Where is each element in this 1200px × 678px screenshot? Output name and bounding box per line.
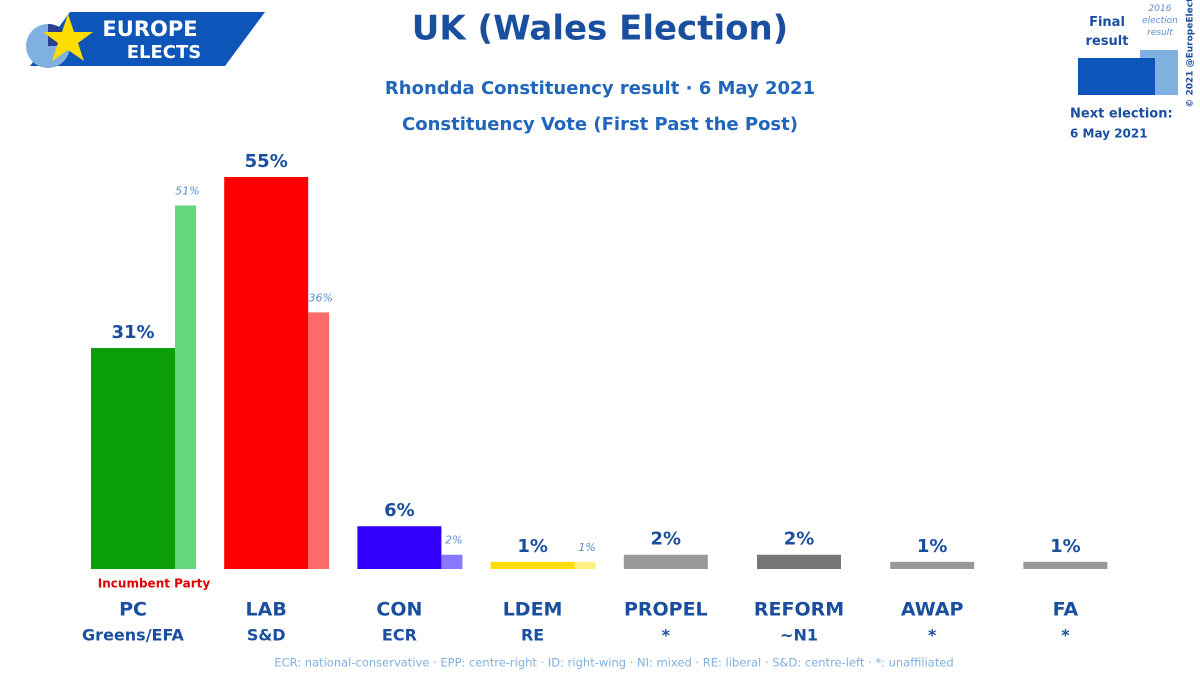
chart-subtitle: Rhondda Constituency result · 6 May 2021 [385, 78, 815, 99]
data-label: 2% [784, 529, 815, 550]
category-label: PC [119, 599, 147, 621]
group-label: * [662, 626, 671, 645]
data-label: 2% [651, 529, 682, 550]
next-election-date: 6 May 2021 [1070, 127, 1148, 141]
bar [757, 554, 841, 569]
copyright: © 2021 @EuropeElects [1186, 0, 1196, 108]
bar [357, 526, 442, 569]
data-label: 1% [1050, 536, 1081, 557]
bar [890, 561, 975, 569]
logo-text: EUROPE [102, 17, 197, 41]
bar-previous [441, 554, 463, 569]
category-label: LAB [246, 599, 287, 621]
group-label: * [1061, 626, 1070, 645]
logo-star [43, 14, 93, 61]
group-label: ECR [382, 626, 417, 645]
bar [623, 554, 708, 569]
logo-text: ELECTS [127, 42, 202, 63]
legend-label: 2016 election result [1142, 4, 1178, 38]
data-label: 1% [517, 536, 548, 557]
legend-label: Final result [1085, 15, 1129, 49]
data-label: 55% [245, 151, 288, 172]
category-label: AWAP [901, 599, 964, 621]
next-election-label: Next election: [1070, 107, 1173, 122]
chart-title: UK (Wales Election) [412, 9, 788, 49]
category-label: CON [376, 599, 422, 621]
bar [224, 177, 309, 569]
bar-previous [308, 312, 330, 569]
group-label: S&D [247, 626, 286, 645]
data-label-previous: 36% [308, 291, 332, 304]
bar-previous [175, 205, 196, 569]
category-label: LDEM [503, 599, 563, 621]
data-label-previous: 2% [445, 534, 462, 547]
data-label: 1% [917, 536, 948, 557]
group-label: Greens/EFA [82, 626, 185, 645]
data-label: 6% [384, 500, 415, 521]
footnote: ECR: national-conservative · EPP: centre… [274, 656, 953, 670]
bar-previous [574, 561, 596, 569]
annotation: Incumbent Party [98, 577, 211, 591]
category-label: FA [1053, 599, 1079, 621]
bar [490, 561, 575, 569]
logo-banner [30, 12, 265, 66]
data-label-previous: 1% [578, 541, 595, 554]
legend-swatch [1078, 58, 1155, 95]
group-label: RE [521, 626, 544, 645]
category-label: PROPEL [624, 599, 708, 621]
bar [91, 348, 175, 569]
bar [1023, 561, 1108, 569]
chart-subtitle: Constituency Vote (First Past the Post) [402, 114, 798, 135]
group-label: * [928, 626, 937, 645]
category-label: REFORM [754, 599, 844, 621]
data-label-previous: 51% [175, 185, 199, 198]
group-label: ~N1 [780, 626, 818, 645]
data-label: 31% [111, 322, 154, 343]
